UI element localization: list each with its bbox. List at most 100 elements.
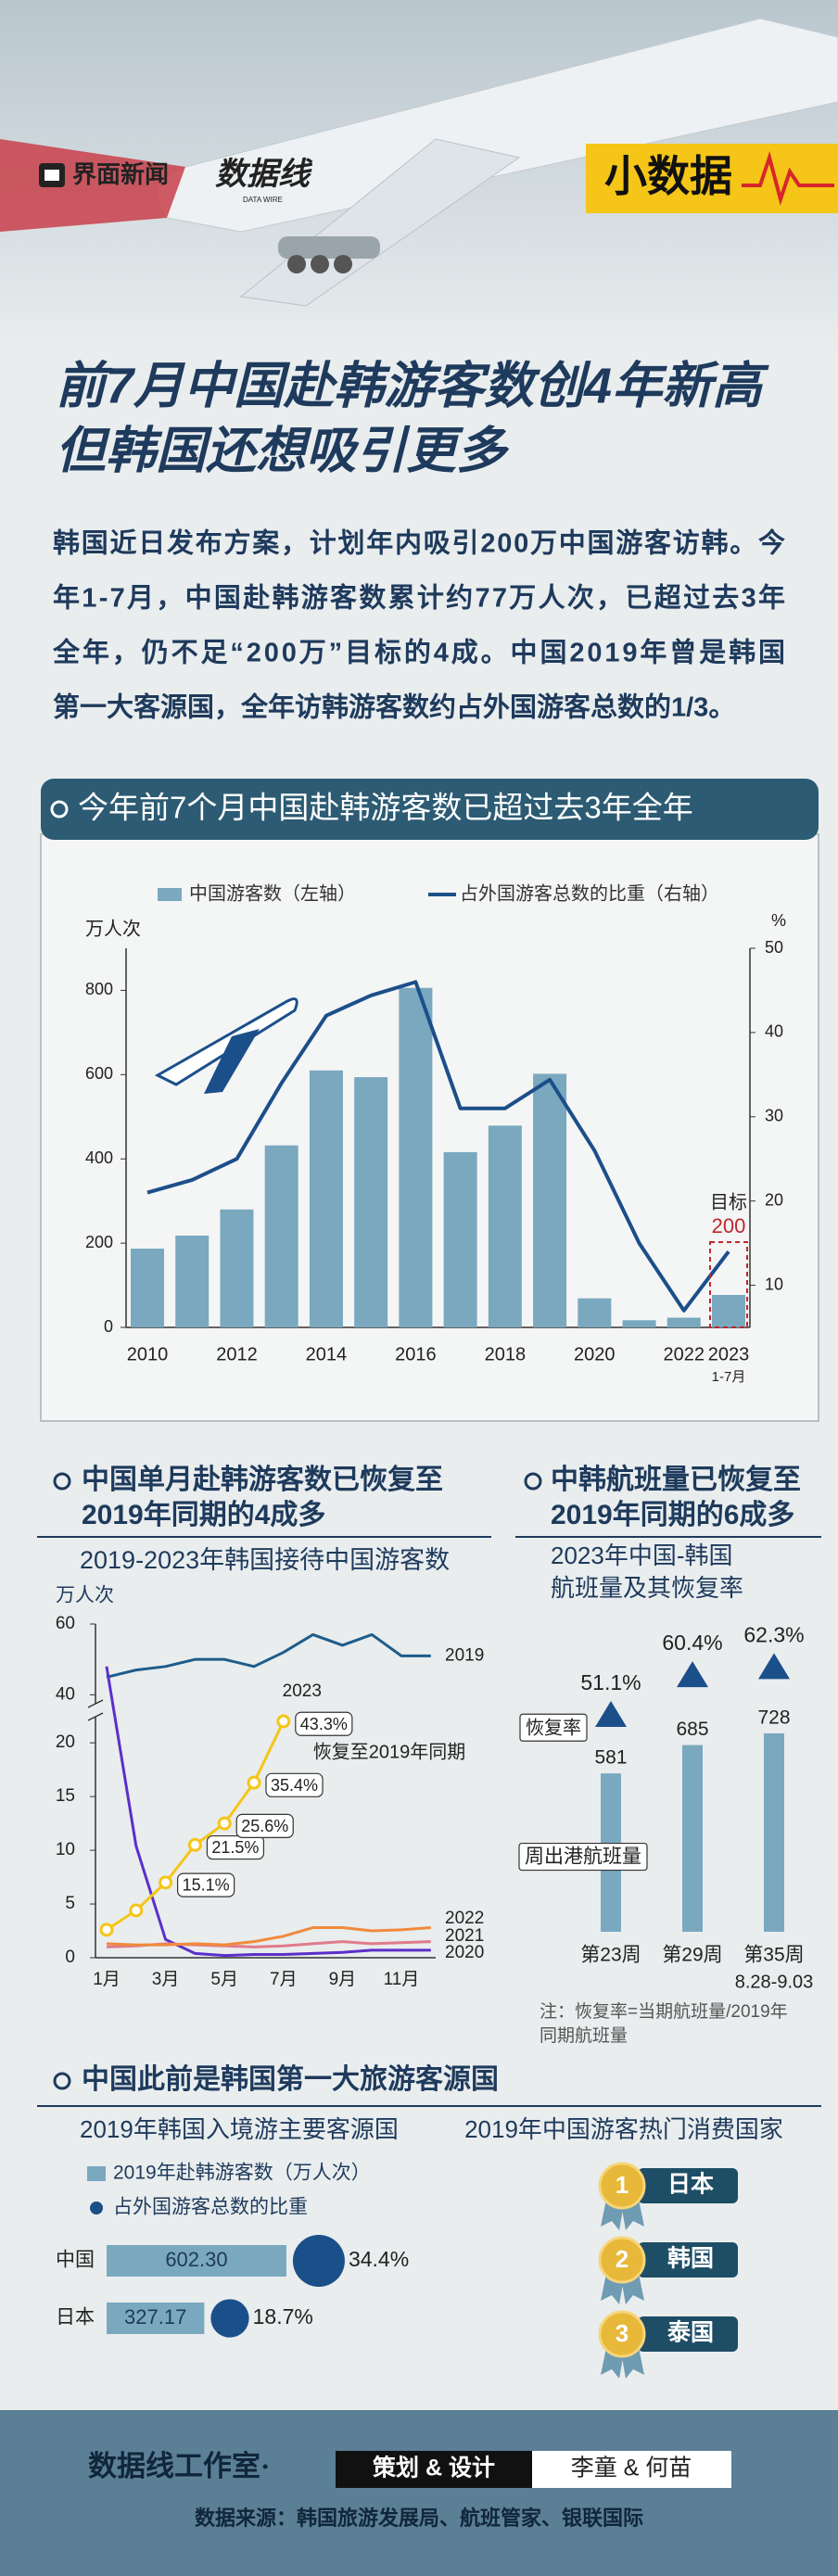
bar bbox=[533, 1073, 567, 1327]
point bbox=[187, 1837, 202, 1852]
y-tick-label: 600 bbox=[85, 1064, 113, 1083]
y-tick-label: 20 bbox=[56, 1732, 75, 1752]
intro-line: 年1-7月，中国赴韩游客数累计约77万人次，已超过去3年 bbox=[53, 582, 785, 614]
bar bbox=[622, 1320, 656, 1327]
rank-item: 韩国 bbox=[667, 2246, 714, 2272]
rate-marker bbox=[595, 1700, 627, 1727]
point bbox=[159, 1875, 173, 1890]
rate-marker bbox=[677, 1661, 708, 1688]
category-label: 日本 bbox=[56, 2307, 95, 2329]
annotation: 恢复至2019年同期 bbox=[313, 1741, 466, 1762]
y-tick-label: 200 bbox=[85, 1233, 113, 1251]
label-box bbox=[519, 1713, 588, 1742]
series-label: 2022 bbox=[445, 1909, 484, 1928]
column: 小数据 bbox=[604, 152, 732, 200]
y-tick-label: 60 bbox=[56, 1614, 75, 1633]
x-tick-label: 2020 bbox=[574, 1344, 616, 1364]
x-tick-label: 2022 bbox=[664, 1344, 705, 1364]
studio: 数据线工作室· bbox=[88, 2450, 270, 2482]
bar bbox=[131, 1249, 164, 1327]
section-banner bbox=[41, 779, 819, 840]
x-tick-label: 9月 bbox=[329, 1970, 357, 1989]
recovery-label: 25.6% bbox=[241, 1817, 288, 1835]
medal bbox=[598, 2162, 646, 2210]
ranking-title: 2019年中国游客热门消费国家 bbox=[464, 2115, 783, 2143]
bullet bbox=[53, 1472, 71, 1491]
subtitle: 航班量及其恢复率 bbox=[551, 1574, 743, 1602]
bar bbox=[712, 1295, 745, 1327]
legend-dot bbox=[90, 2202, 103, 2214]
bar bbox=[488, 1125, 522, 1327]
bar bbox=[309, 1070, 343, 1327]
rank-item: 泰国 bbox=[667, 2320, 714, 2346]
legend-label: 恢复率 bbox=[526, 1717, 581, 1738]
y-tick-label: 5 bbox=[65, 1894, 75, 1913]
point bbox=[129, 1903, 144, 1918]
series-label: 2019 bbox=[445, 1645, 484, 1665]
bar bbox=[667, 1317, 701, 1327]
rate-marker bbox=[758, 1653, 790, 1680]
label-box bbox=[177, 1872, 235, 1897]
authors: 李童 & 何苗 bbox=[571, 2455, 692, 2481]
brand2-sub: DATA WIRE bbox=[243, 196, 283, 204]
y-tick-label: 15 bbox=[56, 1786, 75, 1806]
legend-label: 占外国游客总数的比重（右轴） bbox=[460, 882, 719, 904]
value-label: 581 bbox=[594, 1747, 627, 1769]
legend-label: 2019年赴韩游客数（万人次） bbox=[113, 2163, 371, 2184]
title: 但韩国还想吸引更多 bbox=[56, 423, 510, 478]
y-tick-label: 0 bbox=[104, 1317, 113, 1336]
y-tick-label: 40 bbox=[56, 1684, 75, 1704]
bar bbox=[443, 1151, 477, 1327]
x-tick-label: 2018 bbox=[485, 1344, 527, 1364]
rate-label: 62.3% bbox=[743, 1622, 804, 1646]
bar bbox=[354, 1077, 388, 1327]
target-box bbox=[709, 1241, 748, 1328]
footer bbox=[0, 2410, 838, 2576]
axis-break bbox=[87, 1712, 104, 1721]
mini-plane-wing bbox=[204, 1029, 260, 1094]
title: 前7月中国赴韩游客数创4年新高 bbox=[56, 358, 769, 413]
series-label: 2023 bbox=[283, 1681, 322, 1701]
role-box bbox=[336, 2451, 532, 2488]
subtitle: 2023年中国-韩国 bbox=[551, 1542, 733, 1569]
point bbox=[99, 1922, 114, 1937]
x-tick-label: 2012 bbox=[216, 1344, 258, 1364]
brand: 界面新闻 bbox=[72, 160, 169, 188]
value-label: 685 bbox=[676, 1719, 708, 1740]
bar bbox=[578, 1298, 612, 1327]
value-label: 728 bbox=[757, 1707, 790, 1729]
source: 数据来源：韩国旅游发展局、航班管家、银联国际 bbox=[195, 2506, 643, 2530]
subtitle: 2019年韩国入境游主要客源国 bbox=[80, 2115, 399, 2143]
y2-tick-label: 10 bbox=[765, 1275, 783, 1293]
category-label: 中国 bbox=[56, 2250, 95, 2271]
rank-number: 2 bbox=[616, 2245, 628, 2273]
airplane bbox=[0, 18, 838, 307]
note: 同期航班量 bbox=[540, 2025, 628, 2046]
rate-label: 60.4% bbox=[662, 1631, 722, 1655]
x-tick-label: 第35周 bbox=[743, 1945, 804, 1966]
value-label: 327.17 bbox=[124, 2305, 186, 2329]
share-bubble bbox=[292, 2235, 345, 2287]
x-tick-label: 2014 bbox=[306, 1344, 348, 1364]
rank-number: 3 bbox=[616, 2319, 628, 2347]
note: 注：恢复率=当期航班量/2019年 bbox=[540, 2001, 788, 2022]
share-label: 34.4% bbox=[349, 2247, 409, 2271]
target-value: 200 bbox=[712, 1214, 746, 1237]
share-label: 18.7% bbox=[253, 2304, 313, 2329]
x-note: 1-7月 bbox=[712, 1369, 746, 1385]
point bbox=[247, 1775, 261, 1790]
intro-line: 韩国近日发布方案，计划年内吸引200万中国游客访韩。今 bbox=[53, 527, 785, 559]
y-tick-label: 400 bbox=[85, 1148, 113, 1167]
legend-label: 中国游客数（左轴） bbox=[189, 882, 356, 904]
recovery-label: 15.1% bbox=[183, 1876, 230, 1895]
recovery-label: 35.4% bbox=[271, 1776, 318, 1795]
bullet bbox=[53, 2072, 71, 2090]
logo-icon-inner bbox=[44, 170, 59, 181]
line bbox=[106, 1926, 431, 1947]
bar bbox=[107, 2245, 286, 2277]
mini-plane bbox=[154, 997, 298, 1086]
x-tick-label: 3月 bbox=[152, 1970, 180, 1989]
section-title: 中国此前是韩国第一大旅游客源国 bbox=[82, 2063, 499, 2095]
bullet bbox=[50, 800, 69, 818]
line bbox=[146, 980, 730, 1313]
